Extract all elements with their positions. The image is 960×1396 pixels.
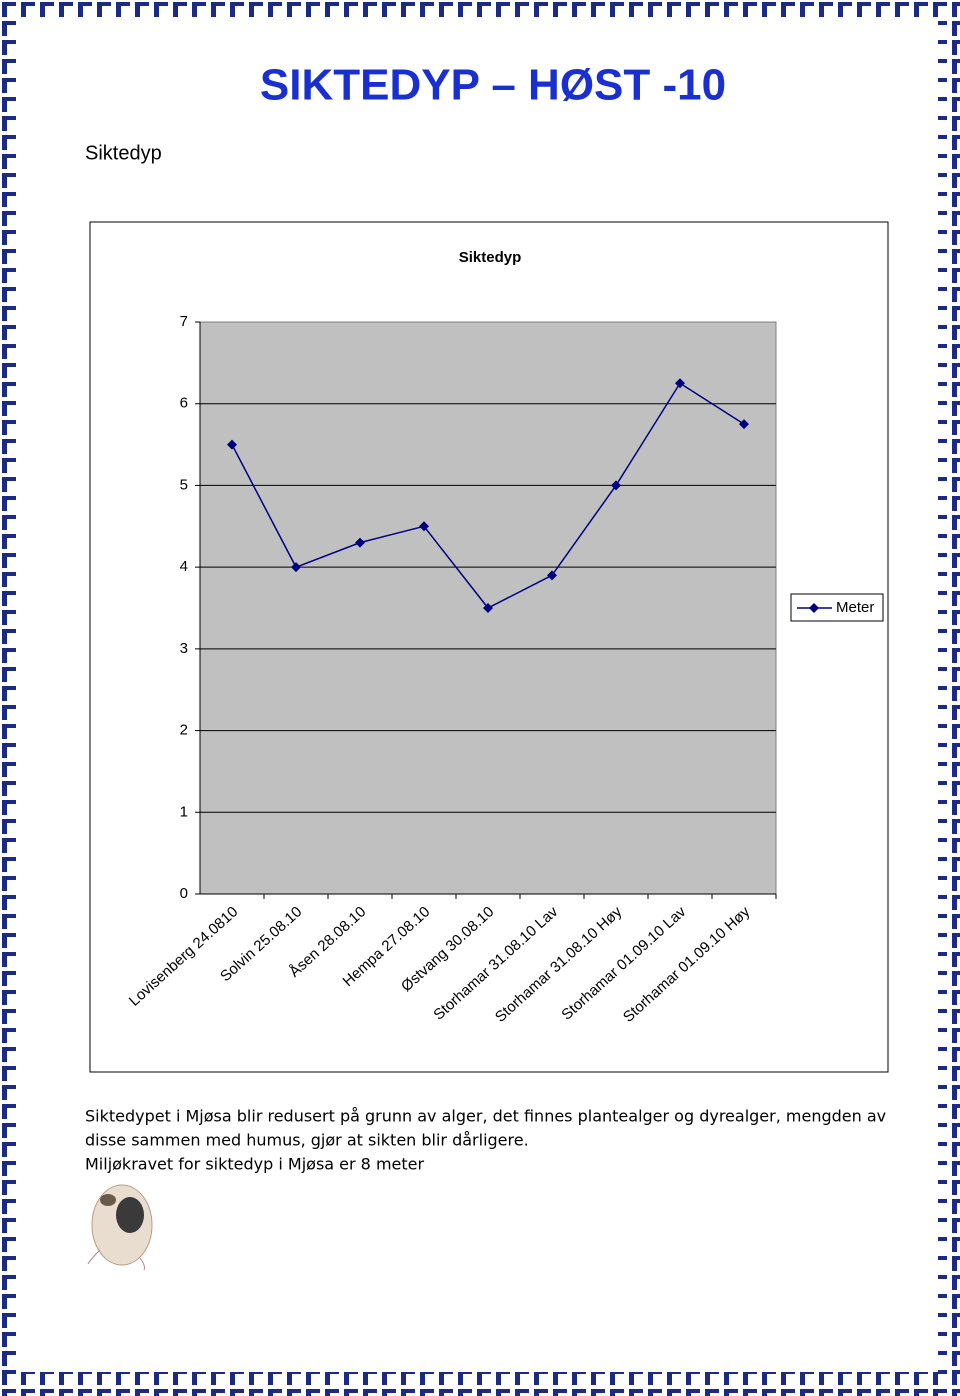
marker	[419, 521, 429, 532]
marker	[547, 570, 557, 581]
y-tick-label: 5	[180, 476, 188, 493]
daphnia-image	[87, 1184, 153, 1271]
marker	[227, 439, 237, 450]
y-tick-label: 6	[180, 395, 188, 412]
y-tick-label: 0	[180, 885, 188, 902]
page-title: SIKTEDYP – HØST -10	[260, 61, 726, 110]
chart-title: Siktedyp	[459, 249, 522, 266]
marker	[611, 480, 621, 491]
legend	[790, 593, 884, 622]
y-tick-label: 3	[180, 640, 188, 657]
y-tick-label: 4	[180, 558, 188, 575]
y-tick-label: 1	[180, 803, 188, 820]
marker	[739, 419, 749, 430]
legend-marker	[809, 603, 819, 613]
body-text: Siktedypet i Mjøsa blir redusert på grun…	[85, 1107, 886, 1174]
paragraph-line: disse sammen med humus, gjør at sikten b…	[85, 1131, 529, 1150]
marker	[675, 378, 685, 389]
marker	[291, 562, 301, 573]
y-tick-label: 2	[180, 722, 188, 739]
legend-label: Meter	[836, 599, 874, 616]
paragraph-line: Miljøkravet for siktedyp i Mjøsa er 8 me…	[85, 1155, 424, 1174]
paragraph-line: Siktedypet i Mjøsa blir redusert på grun…	[85, 1107, 886, 1126]
y-tick-label: 7	[180, 313, 188, 330]
marker	[355, 537, 365, 548]
marker	[483, 603, 493, 613]
page-subtitle: Siktedyp	[85, 142, 162, 164]
